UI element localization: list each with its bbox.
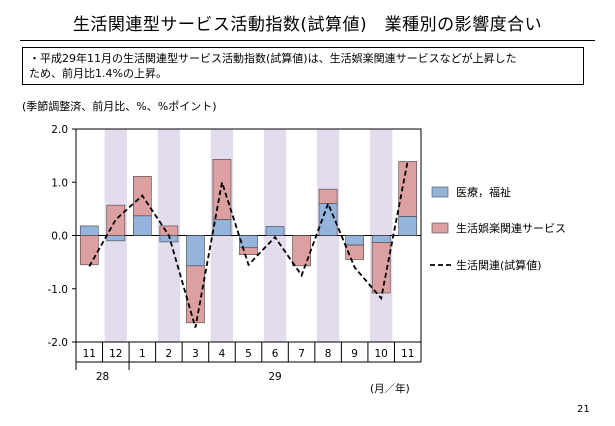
- summary-line-2: ため、前月比1.4%の上昇。: [29, 67, 167, 80]
- page-title: 生活関連型サービス活動指数(試算値) 業種別の影響度合い: [72, 15, 543, 35]
- x-tick-label: 5: [245, 348, 252, 360]
- x-tick-label: 7: [298, 348, 305, 360]
- x-tick-label: 4: [219, 348, 226, 360]
- x-tick-label: 2: [166, 348, 173, 360]
- y-tick-label: -2.0: [48, 337, 69, 349]
- y-tick-label: 2.0: [51, 124, 68, 136]
- x-tick-label: 3: [192, 348, 199, 360]
- legend-label: 生活娯楽関連サービス: [456, 221, 566, 235]
- bar-life-entertainment: [212, 159, 232, 220]
- bar-medical-welfare: [398, 216, 418, 236]
- x-tick-label: 9: [351, 348, 358, 360]
- page-number: 21: [577, 404, 590, 415]
- y-tick-label: -1.0: [48, 284, 69, 296]
- x-tick-label: 1: [139, 348, 146, 360]
- legend-swatch: [431, 186, 449, 198]
- bar-life-entertainment: [79, 235, 99, 266]
- bar-medical-welfare: [133, 215, 152, 236]
- bar-life-entertainment: [398, 161, 418, 217]
- x-tick-label: 11: [401, 348, 414, 360]
- y-tick-label: 0.0: [51, 231, 68, 243]
- bar-medical-welfare: [106, 235, 126, 242]
- bar-life-entertainment: [186, 265, 205, 324]
- bar-medical-welfare: [79, 225, 99, 236]
- bar-medical-welfare: [371, 235, 391, 243]
- bars: [79, 159, 418, 324]
- y-axis: 2.0 1.0 0.0 -1.0 -2.0: [48, 124, 76, 349]
- units-note: (季節調整済、前月比、%、%ポイント): [22, 100, 217, 113]
- summary-line-1: ・平成29年11月の生活関連型サービス活動指数(試算値)は、生活娯楽関連サービス…: [29, 52, 517, 65]
- title-underline: [20, 40, 595, 41]
- total-line: [88, 160, 409, 328]
- summary-box: ・平成29年11月の生活関連型サービス活動指数(試算値)は、生活娯楽関連サービス…: [22, 47, 584, 85]
- x-tick-label: 11: [83, 348, 96, 360]
- legend-swatch: [431, 222, 449, 234]
- y-tick-label: 1.0: [51, 177, 68, 189]
- x-tick-label: 8: [325, 348, 332, 360]
- bar-medical-welfare: [239, 235, 258, 249]
- x-tick-label: 10: [375, 348, 388, 360]
- legend-label: 医療，福祉: [456, 185, 511, 199]
- bar-life-entertainment: [371, 242, 391, 294]
- bar-life-entertainment: [318, 188, 338, 204]
- year-label: 29: [268, 371, 281, 383]
- year-label: 28: [96, 371, 109, 383]
- total-line-layer: [88, 160, 409, 328]
- bar-medical-welfare: [186, 235, 205, 267]
- bar-life-entertainment: [292, 235, 311, 267]
- bar-life-entertainment: [345, 244, 364, 260]
- legend-label: 生活関連(試算値): [456, 258, 542, 272]
- bar-medical-welfare: [345, 235, 364, 246]
- period-note: (月／年): [370, 382, 410, 395]
- bar-medical-welfare: [265, 226, 285, 236]
- bar-life-entertainment: [239, 247, 258, 255]
- x-tick-label: 12: [109, 348, 122, 360]
- x-tick-label: 6: [272, 348, 279, 360]
